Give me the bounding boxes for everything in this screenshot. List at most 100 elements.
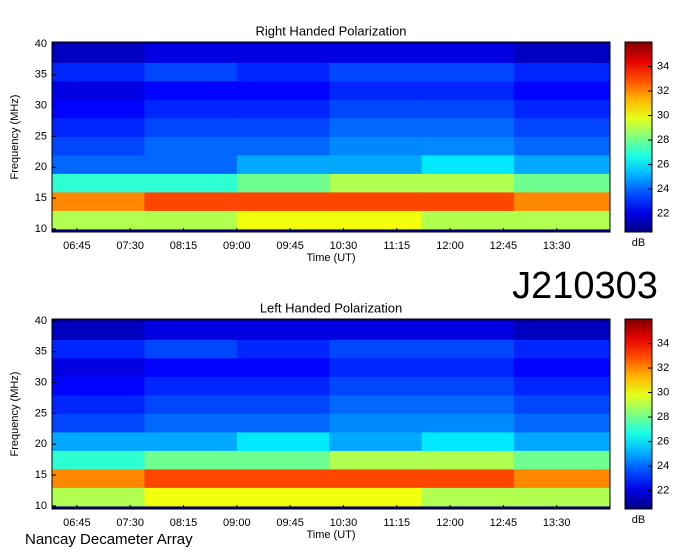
colorbar-tick-label: 30 — [657, 109, 669, 121]
heatmap-cell — [421, 320, 515, 340]
heatmap-cell — [144, 487, 238, 507]
heatmap-cell — [329, 450, 423, 470]
heatmap-cell — [421, 62, 515, 82]
heatmap-cell — [514, 154, 611, 174]
heatmap-cell — [329, 136, 423, 156]
x-tick-label: 11:15 — [383, 517, 410, 529]
heatmap-cell — [52, 173, 145, 193]
heatmap-cell — [144, 376, 238, 396]
heatmap-cell — [52, 136, 145, 156]
x-tick-label: 08:15 — [170, 517, 198, 529]
x-tick-label: 09:00 — [223, 240, 251, 252]
y-tick-label: 10 — [35, 500, 47, 512]
heatmap-cell — [236, 191, 330, 211]
heatmap-cell — [52, 191, 145, 211]
heatmap-cell — [514, 173, 611, 193]
x-tick-label: 12:45 — [490, 517, 518, 529]
heatmap-cell — [514, 468, 611, 488]
x-tick-label: 09:45 — [276, 517, 304, 529]
heatmap-cell — [514, 320, 611, 340]
heatmap-cell — [421, 357, 515, 377]
x-tick-label: 09:45 — [276, 240, 304, 252]
heatmap-cell — [144, 320, 238, 340]
heatmap-cell — [514, 210, 611, 230]
credit: Nancay Decameter Array — [25, 531, 193, 548]
colorbar-label: dB — [632, 237, 645, 249]
colorbar-tick-label: 22 — [657, 208, 669, 220]
heatmap-cell — [236, 487, 330, 507]
x-tick-label: 12:00 — [436, 240, 464, 252]
heatmap-cell — [52, 376, 145, 396]
heatmap-cell — [329, 431, 423, 451]
heatmap-cell — [421, 210, 515, 230]
heatmap-cell — [329, 191, 423, 211]
plot-frame — [51, 41, 611, 233]
heatmap-cell — [421, 413, 515, 433]
x-tick-label: 06:45 — [63, 240, 91, 252]
y-tick-label: 10 — [35, 223, 47, 235]
heatmap-cell — [144, 210, 238, 230]
y-tick-label: 20 — [35, 161, 47, 173]
heatmap-cell — [236, 320, 330, 340]
heatmap-cell — [514, 136, 611, 156]
y-tick-label: 35 — [35, 346, 47, 358]
y-axis-label: Frequency (MHz) — [9, 95, 21, 180]
colorbar-tick-label: 34 — [657, 337, 669, 349]
colorbar-tick-label: 26 — [657, 435, 669, 447]
chart-title: Left Handed Polarization — [260, 300, 402, 315]
heatmap-cell — [144, 339, 238, 359]
colorbar-tick-label: 22 — [657, 485, 669, 497]
heatmap-cell — [329, 173, 423, 193]
heatmap-cell — [329, 487, 423, 507]
heatmap-cell — [144, 62, 238, 82]
colorbar-tick-label: 34 — [657, 60, 669, 72]
heatmap-cell — [421, 117, 515, 137]
heatmap-cell — [144, 191, 238, 211]
x-tick-label: 06:45 — [63, 517, 91, 529]
heatmap-cell — [329, 210, 423, 230]
x-tick-label: 11:15 — [383, 240, 410, 252]
x-tick-label: 13:30 — [543, 517, 571, 529]
heatmap-cell — [144, 154, 238, 174]
heatmap-cell — [236, 468, 330, 488]
heatmap-cell — [329, 413, 423, 433]
heatmap-cell — [514, 339, 611, 359]
y-tick-label: 40 — [35, 315, 47, 327]
y-tick-label: 20 — [35, 438, 47, 450]
y-tick-label: 25 — [35, 407, 47, 419]
heatmap-cell — [514, 376, 611, 396]
heatmap-cell — [421, 431, 515, 451]
heatmap-cell — [421, 154, 515, 174]
heatmap-cell — [421, 468, 515, 488]
heatmap-cell — [236, 357, 330, 377]
heatmap-cell — [421, 191, 515, 211]
heatmap-cell — [514, 117, 611, 137]
x-tick-label: 07:30 — [116, 240, 144, 252]
heatmap-cell — [236, 117, 330, 137]
heatmap-cell — [236, 99, 330, 119]
heatmap-cell — [421, 394, 515, 414]
x-tick-label: 13:30 — [543, 240, 571, 252]
y-tick-label: 40 — [35, 38, 47, 50]
y-axis-label: Frequency (MHz) — [9, 372, 21, 457]
heatmap-cell — [52, 117, 145, 137]
heatmap-cell — [329, 394, 423, 414]
heatmap-cell — [329, 62, 423, 82]
heatmap-cell — [52, 43, 145, 63]
heatmap-cell — [144, 80, 238, 100]
heatmap-cell — [236, 173, 330, 193]
heatmap-cell — [144, 136, 238, 156]
x-tick-label: 08:15 — [170, 240, 198, 252]
heatmap-cell — [236, 62, 330, 82]
x-tick-label: 12:00 — [436, 517, 464, 529]
heatmap-cell — [52, 487, 145, 507]
observation-id: J210303 — [512, 265, 658, 307]
colorbar-tick-label: 32 — [657, 362, 669, 374]
heatmap-cell — [329, 99, 423, 119]
heatmap-cell — [52, 154, 145, 174]
y-tick-label: 15 — [35, 192, 47, 204]
heatmap-cell — [236, 80, 330, 100]
heatmap-cell — [52, 413, 145, 433]
heatmap-cell — [514, 394, 611, 414]
